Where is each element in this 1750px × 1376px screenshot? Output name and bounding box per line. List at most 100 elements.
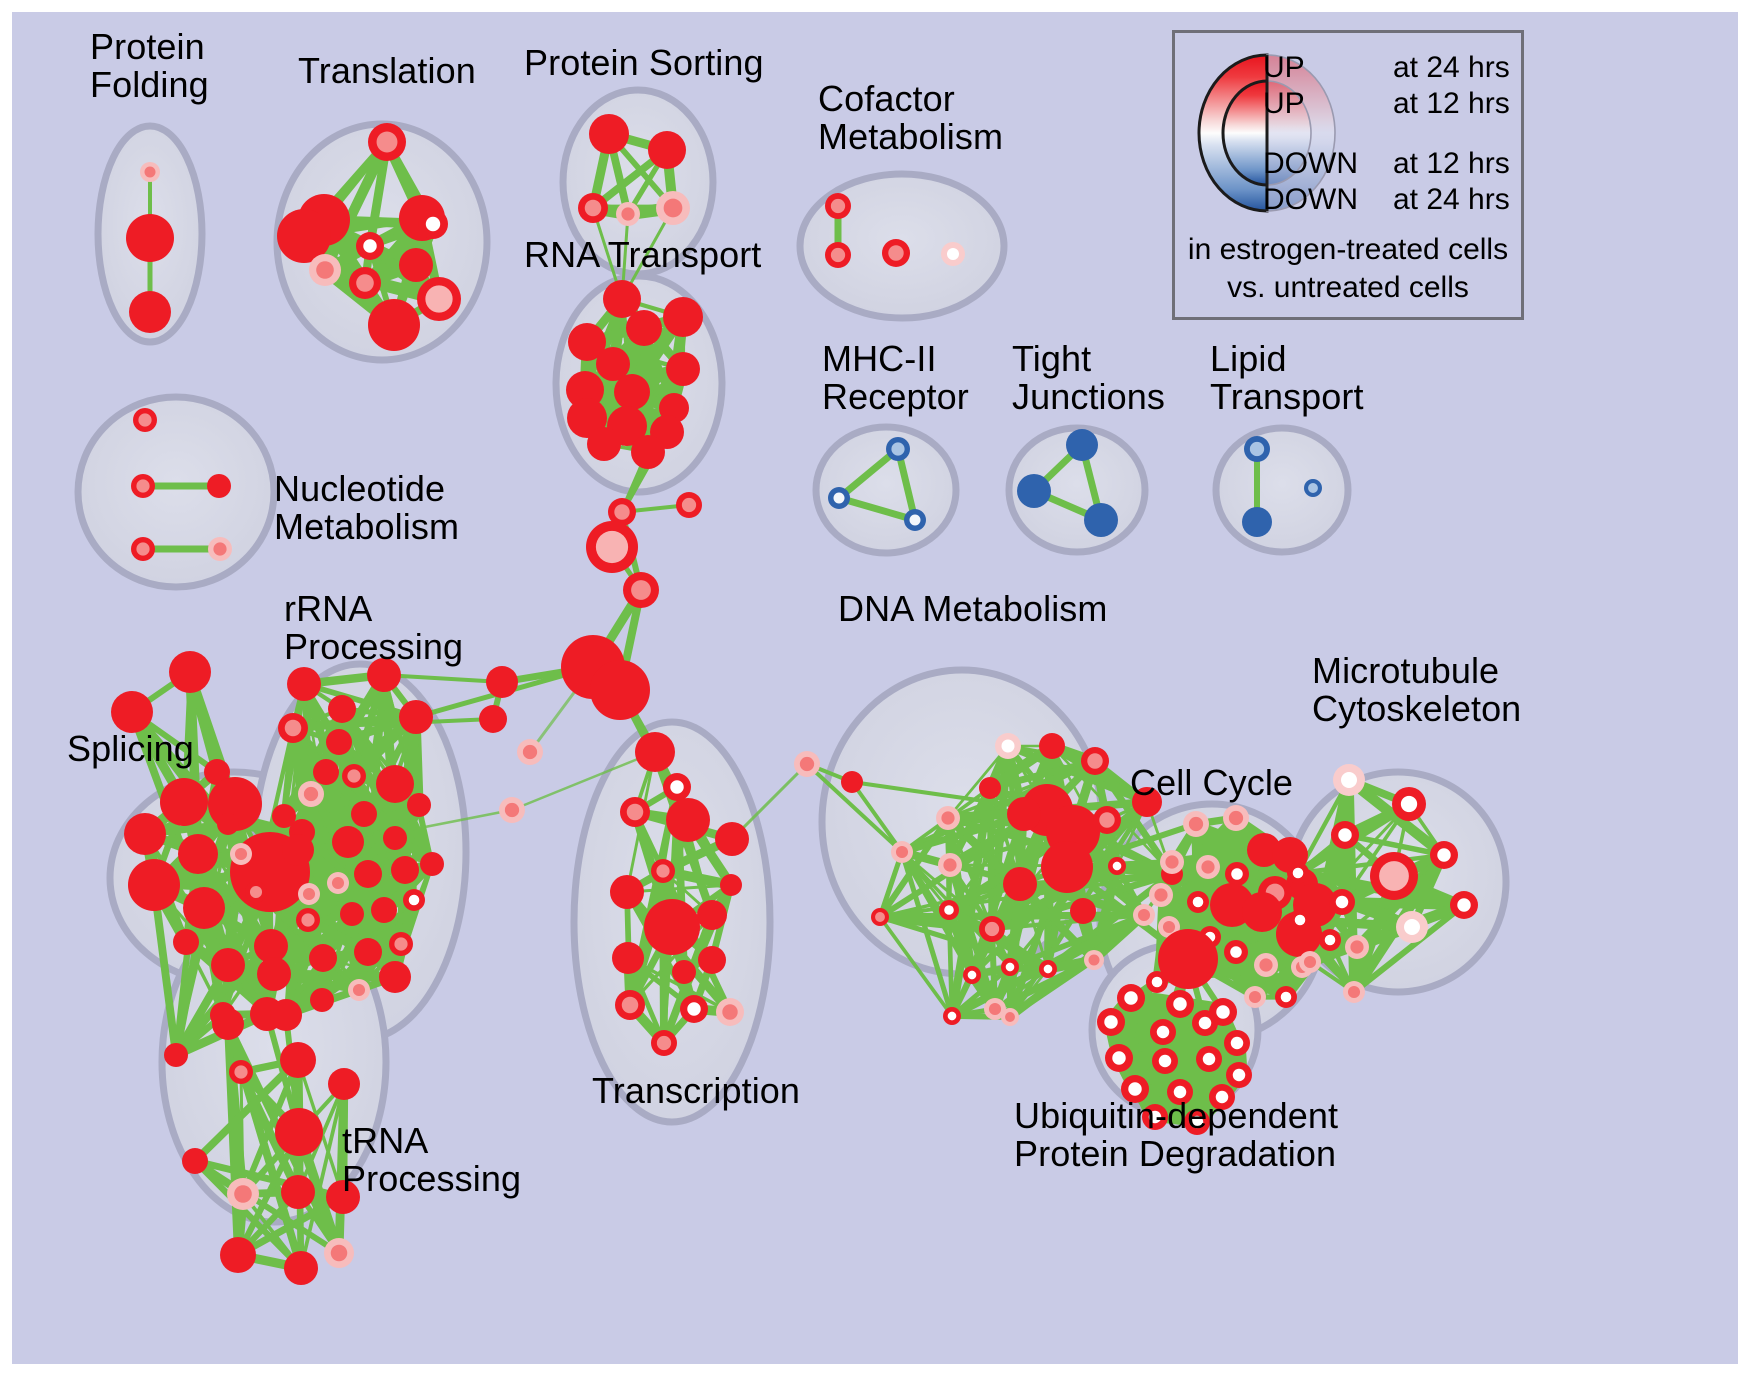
node-rna-transport[interactable]: [626, 310, 662, 346]
node-rrna-processing[interactable]: [257, 957, 291, 991]
node-rna-transport[interactable]: [568, 323, 606, 361]
node-bridge[interactable]: [479, 705, 507, 733]
node-trna-processing[interactable]: [212, 1008, 244, 1040]
node-trna-processing[interactable]: [182, 1148, 208, 1174]
node-rrna-processing[interactable]: [326, 729, 352, 755]
node-cell-cycle[interactable]: [1275, 986, 1297, 1008]
node-rrna-processing[interactable]: [328, 695, 356, 723]
node-transcription[interactable]: [612, 942, 644, 974]
node-splicing[interactable]: [124, 813, 166, 855]
node-trna-processing[interactable]: [280, 1042, 316, 1078]
node-dna-metabolism[interactable]: [938, 853, 962, 877]
node-translation[interactable]: [277, 209, 331, 263]
node-cofactor-metabolism[interactable]: [882, 239, 910, 267]
node-splicing[interactable]: [204, 759, 230, 785]
node-dna-metabolism[interactable]: [936, 806, 960, 830]
node-rrna-processing[interactable]: [348, 979, 370, 1001]
node-splicing[interactable]: [111, 691, 153, 733]
node-dna-metabolism[interactable]: [1084, 950, 1104, 970]
node-microtubule-cytoskeleton[interactable]: [1345, 935, 1369, 959]
node-rrna-processing[interactable]: [354, 860, 382, 888]
node-rrna-processing[interactable]: [309, 944, 337, 972]
node-dna-metabolism[interactable]: [963, 966, 981, 984]
node-cell-cycle[interactable]: [1146, 971, 1168, 993]
node-bridge[interactable]: [586, 521, 638, 573]
node-splicing[interactable]: [217, 813, 239, 835]
node-ubiquitin-degradation[interactable]: [1209, 1084, 1235, 1110]
node-dna-metabolism[interactable]: [1003, 867, 1037, 901]
node-cell-cycle[interactable]: [1244, 986, 1266, 1008]
node-microtubule-cytoskeleton[interactable]: [1370, 852, 1418, 900]
node-dna-metabolism[interactable]: [995, 733, 1021, 759]
node-trna-processing[interactable]: [281, 1175, 315, 1209]
node-dna-metabolism[interactable]: [979, 777, 1001, 799]
node-dna-metabolism[interactable]: [891, 841, 913, 863]
node-transcription[interactable]: [698, 946, 726, 974]
node-translation[interactable]: [418, 209, 448, 239]
node-microtubule-cytoskeleton[interactable]: [1299, 951, 1321, 973]
node-dna-metabolism[interactable]: [1081, 747, 1109, 775]
node-dna-metabolism[interactable]: [1093, 806, 1121, 834]
node-cell-cycle[interactable]: [1223, 805, 1249, 831]
node-rrna-processing[interactable]: [389, 932, 413, 956]
node-rrna-processing[interactable]: [245, 881, 267, 903]
node-tight-junctions[interactable]: [1066, 429, 1098, 461]
node-rrna-processing[interactable]: [354, 938, 382, 966]
node-dna-metabolism[interactable]: [1001, 958, 1019, 976]
node-protein-sorting[interactable]: [616, 202, 640, 226]
node-bridge[interactable]: [1070, 898, 1096, 924]
node-bridge[interactable]: [676, 492, 702, 518]
node-mhc-ii-receptor[interactable]: [886, 437, 910, 461]
node-rrna-processing[interactable]: [340, 902, 364, 926]
node-translation[interactable]: [356, 232, 384, 260]
node-bridge[interactable]: [499, 797, 525, 823]
node-dna-metabolism[interactable]: [1001, 1008, 1019, 1026]
node-microtubule-cytoskeleton[interactable]: [1450, 891, 1478, 919]
node-rrna-processing[interactable]: [367, 658, 401, 692]
node-translation[interactable]: [417, 277, 461, 321]
node-cell-cycle[interactable]: [1224, 940, 1248, 964]
node-protein-folding[interactable]: [126, 214, 174, 262]
node-rna-transport[interactable]: [614, 374, 650, 410]
node-tight-junctions[interactable]: [1084, 503, 1118, 537]
node-dna-metabolism[interactable]: [939, 900, 959, 920]
node-cell-cycle[interactable]: [1242, 892, 1282, 932]
node-ubiquitin-degradation[interactable]: [1097, 1008, 1125, 1036]
node-dna-metabolism[interactable]: [1039, 733, 1065, 759]
node-rrna-processing[interactable]: [332, 826, 364, 858]
node-transcription[interactable]: [715, 822, 749, 856]
node-microtubule-cytoskeleton[interactable]: [1430, 841, 1458, 869]
node-splicing[interactable]: [211, 948, 245, 982]
node-bridge[interactable]: [623, 572, 659, 608]
node-nucleotide-metabolism[interactable]: [131, 537, 155, 561]
node-bridge[interactable]: [486, 666, 518, 698]
node-protein-sorting[interactable]: [656, 191, 690, 225]
node-rrna-processing[interactable]: [383, 826, 407, 850]
node-rrna-processing[interactable]: [407, 793, 431, 817]
node-trna-processing[interactable]: [324, 1238, 354, 1268]
node-protein-sorting[interactable]: [648, 131, 686, 169]
node-rrna-processing[interactable]: [313, 759, 339, 785]
node-bridge[interactable]: [608, 498, 636, 526]
node-cofactor-metabolism[interactable]: [941, 242, 965, 266]
node-ubiquitin-degradation[interactable]: [1224, 1030, 1250, 1056]
node-dna-metabolism[interactable]: [1133, 904, 1155, 926]
node-microtubule-cytoskeleton[interactable]: [1343, 981, 1365, 1003]
node-transcription[interactable]: [651, 1030, 677, 1056]
node-trna-processing[interactable]: [326, 1180, 360, 1214]
node-transcription[interactable]: [620, 797, 650, 827]
node-microtubule-cytoskeleton[interactable]: [1333, 764, 1365, 796]
node-dna-metabolism[interactable]: [943, 1007, 961, 1025]
node-rna-transport[interactable]: [631, 435, 665, 469]
node-rrna-processing[interactable]: [282, 834, 314, 866]
node-dna-metabolism[interactable]: [979, 916, 1005, 942]
node-ubiquitin-degradation[interactable]: [1142, 1104, 1168, 1130]
node-bridge[interactable]: [1041, 841, 1093, 893]
node-trna-processing[interactable]: [229, 1060, 253, 1084]
node-rrna-processing[interactable]: [272, 804, 296, 828]
node-rrna-processing[interactable]: [376, 765, 414, 803]
node-microtubule-cytoskeleton[interactable]: [1331, 821, 1359, 849]
node-rrna-processing[interactable]: [270, 999, 302, 1031]
node-ubiquitin-degradation[interactable]: [1152, 1048, 1178, 1074]
node-bridge[interactable]: [517, 739, 543, 765]
